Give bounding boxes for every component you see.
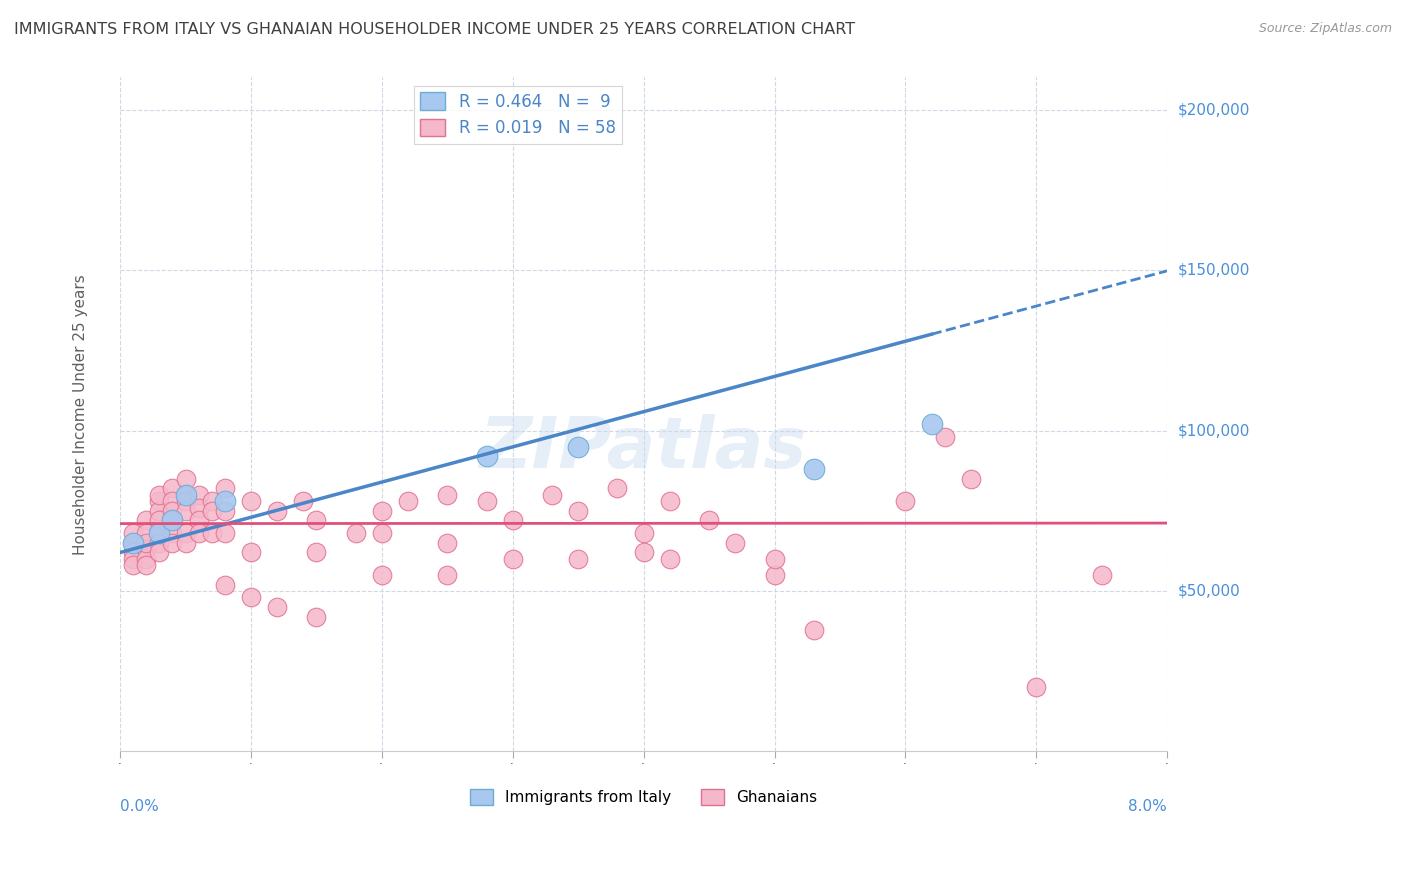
Point: [122, 558, 145, 573]
Point: [135, 552, 157, 566]
Point: [122, 526, 145, 541]
Point: [633, 526, 655, 541]
Point: [934, 430, 956, 444]
Point: [436, 536, 458, 550]
Point: [266, 504, 288, 518]
Point: [174, 504, 197, 518]
Point: [1091, 568, 1114, 582]
Point: [187, 500, 209, 515]
Point: [174, 472, 197, 486]
Point: [122, 545, 145, 559]
Point: [187, 513, 209, 527]
Point: [606, 481, 628, 495]
Point: [803, 462, 825, 476]
Point: [633, 545, 655, 559]
Point: [162, 513, 184, 527]
Point: [305, 609, 328, 624]
Point: [959, 472, 981, 486]
Point: [148, 513, 170, 527]
Point: [135, 536, 157, 550]
Point: [214, 526, 236, 541]
Point: [292, 494, 315, 508]
Point: [475, 494, 498, 508]
Point: [148, 536, 170, 550]
Point: [122, 552, 145, 566]
Text: $150,000: $150,000: [1178, 262, 1250, 277]
Text: Source: ZipAtlas.com: Source: ZipAtlas.com: [1258, 22, 1392, 36]
Point: [658, 552, 681, 566]
Point: [174, 494, 197, 508]
Point: [894, 494, 917, 508]
Point: [567, 504, 589, 518]
Point: [174, 488, 197, 502]
Point: [763, 552, 786, 566]
Point: [567, 552, 589, 566]
Text: 8.0%: 8.0%: [1129, 798, 1167, 814]
Point: [541, 488, 564, 502]
Point: [148, 494, 170, 508]
Point: [436, 568, 458, 582]
Point: [162, 481, 184, 495]
Text: ZIPatlas: ZIPatlas: [479, 414, 807, 483]
Point: [502, 513, 524, 527]
Point: [148, 526, 170, 541]
Point: [305, 513, 328, 527]
Point: [1025, 681, 1047, 695]
Point: [371, 526, 394, 541]
Point: [240, 494, 263, 508]
Point: [396, 494, 419, 508]
Point: [201, 504, 224, 518]
Point: [135, 542, 157, 557]
Point: [214, 494, 236, 508]
Point: [658, 494, 681, 508]
Point: [162, 494, 184, 508]
Point: [214, 504, 236, 518]
Legend: R = 0.464   N =  9, R = 0.019   N = 58: R = 0.464 N = 9, R = 0.019 N = 58: [413, 86, 623, 144]
Text: Householder Income Under 25 years: Householder Income Under 25 years: [73, 274, 87, 555]
Point: [201, 526, 224, 541]
Point: [371, 568, 394, 582]
Point: [921, 417, 943, 431]
Point: [305, 545, 328, 559]
Point: [174, 488, 197, 502]
Text: $50,000: $50,000: [1178, 583, 1240, 599]
Point: [122, 536, 145, 550]
Point: [502, 552, 524, 566]
Point: [214, 577, 236, 591]
Point: [135, 526, 157, 541]
Point: [174, 536, 197, 550]
Point: [266, 600, 288, 615]
Point: [148, 526, 170, 541]
Point: [148, 504, 170, 518]
Point: [724, 536, 747, 550]
Point: [201, 494, 224, 508]
Point: [803, 623, 825, 637]
Point: [214, 481, 236, 495]
Point: [162, 536, 184, 550]
Point: [475, 449, 498, 463]
Point: [135, 558, 157, 573]
Point: [240, 545, 263, 559]
Text: 0.0%: 0.0%: [120, 798, 159, 814]
Point: [763, 568, 786, 582]
Point: [697, 513, 720, 527]
Point: [162, 504, 184, 518]
Point: [135, 513, 157, 527]
Text: IMMIGRANTS FROM ITALY VS GHANAIAN HOUSEHOLDER INCOME UNDER 25 YEARS CORRELATION : IMMIGRANTS FROM ITALY VS GHANAIAN HOUSEH…: [14, 22, 855, 37]
Point: [436, 488, 458, 502]
Point: [148, 488, 170, 502]
Point: [344, 526, 367, 541]
Point: [187, 488, 209, 502]
Point: [187, 526, 209, 541]
Text: $100,000: $100,000: [1178, 423, 1250, 438]
Point: [162, 513, 184, 527]
Point: [122, 536, 145, 550]
Point: [148, 545, 170, 559]
Point: [567, 440, 589, 454]
Point: [371, 504, 394, 518]
Point: [240, 591, 263, 605]
Point: [174, 526, 197, 541]
Text: $200,000: $200,000: [1178, 102, 1250, 117]
Point: [162, 526, 184, 541]
